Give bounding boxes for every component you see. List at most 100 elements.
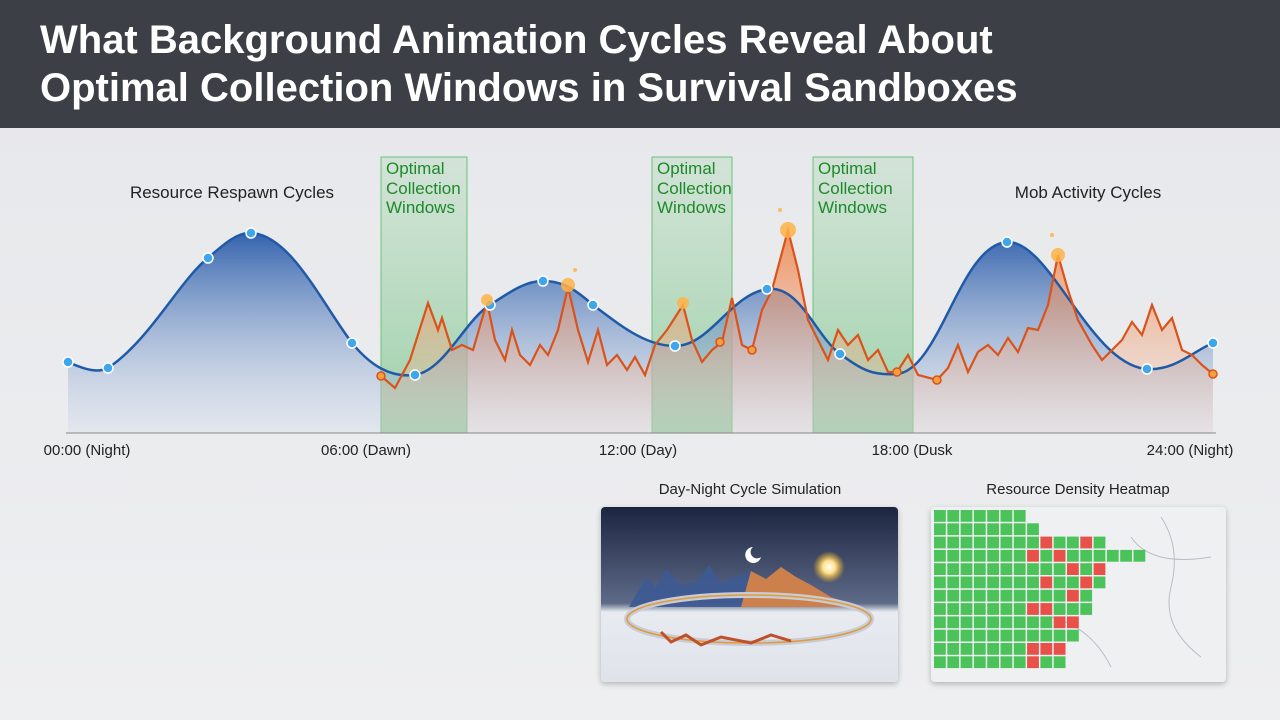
heat-cell	[1000, 563, 1013, 575]
heat-cell	[1013, 576, 1026, 589]
heat-cell	[1053, 656, 1066, 669]
heat-cell	[934, 549, 946, 562]
heat-cell	[1013, 549, 1026, 562]
heat-cell	[1027, 603, 1039, 615]
heat-cell	[947, 589, 960, 602]
time-label: 12:00 (Day)	[598, 442, 678, 459]
heat-cell	[1093, 549, 1106, 562]
heat-cell	[1040, 656, 1053, 669]
heat-cell	[987, 616, 999, 629]
heat-cell	[1053, 589, 1066, 602]
heat-cell	[973, 616, 986, 629]
heat-cell	[960, 589, 973, 602]
heat-cell	[947, 563, 960, 575]
heat-cell	[960, 656, 973, 669]
heat-cell	[1000, 536, 1013, 549]
window-label: Optimal Collection Windows	[657, 159, 732, 217]
heat-cell	[1013, 643, 1026, 655]
heat-cell	[947, 603, 960, 615]
heat-cell	[1040, 589, 1053, 602]
heat-cell	[987, 643, 999, 655]
heat-cell	[934, 603, 946, 615]
heat-cell	[1080, 536, 1093, 549]
heat-cell	[1067, 563, 1079, 575]
heat-cell	[1053, 603, 1066, 615]
heat-cell	[947, 510, 960, 522]
heat-cell	[947, 576, 960, 589]
heat-cell	[1053, 576, 1066, 589]
heat-cell	[934, 589, 946, 602]
heat-cell	[947, 523, 960, 536]
heat-cell	[973, 549, 986, 562]
heat-cell	[934, 629, 946, 642]
heat-cell	[987, 523, 999, 536]
heat-cell	[1040, 536, 1053, 549]
heat-cell	[987, 576, 999, 589]
heat-cell	[1093, 536, 1106, 549]
heat-cell	[1013, 629, 1026, 642]
heat-cell	[934, 643, 946, 655]
heatmap-art	[934, 510, 1212, 669]
heat-cell	[1080, 563, 1093, 575]
heat-cell	[973, 523, 986, 536]
window-label: Optimal Collection Windows	[818, 159, 893, 217]
heat-cell	[1093, 563, 1106, 575]
heat-cell	[1040, 563, 1053, 575]
sparks	[481, 208, 1065, 309]
heat-cell	[1067, 576, 1079, 589]
heat-cell	[1053, 549, 1066, 562]
heat-cell	[1013, 603, 1026, 615]
heat-cell	[1013, 589, 1026, 602]
heat-cell	[987, 589, 999, 602]
heat-cell	[1013, 563, 1026, 575]
heat-cell	[934, 576, 946, 589]
heat-cell	[960, 616, 973, 629]
heat-cell	[987, 629, 999, 642]
heat-cell	[1067, 589, 1079, 602]
heat-cell	[1013, 656, 1026, 669]
day-night-art	[601, 507, 898, 682]
heat-cell	[987, 603, 999, 615]
heat-cell	[1000, 589, 1013, 602]
time-label: 18:00 (Dusk	[871, 442, 953, 459]
heat-cell	[1027, 523, 1039, 536]
heat-cell	[987, 510, 999, 522]
heat-cell	[947, 629, 960, 642]
heat-cell	[934, 536, 946, 549]
heat-cell	[1120, 549, 1132, 562]
day-night-panel	[601, 507, 898, 682]
heat-cell	[1027, 656, 1039, 669]
heat-cell	[1040, 616, 1053, 629]
panel-title: Day-Night Cycle Simulation	[658, 481, 842, 498]
time-label: 00:00 (Night)	[43, 442, 131, 459]
heat-cell	[1013, 616, 1026, 629]
heat-cell	[973, 603, 986, 615]
heat-cell	[987, 563, 999, 575]
heat-cell	[1053, 536, 1066, 549]
heat-cell	[960, 576, 973, 589]
heat-cell	[1000, 549, 1013, 562]
heat-cell	[1027, 549, 1039, 562]
heat-cell	[934, 510, 946, 522]
heat-cell	[1040, 576, 1053, 589]
heat-cell	[1040, 629, 1053, 642]
heat-cell	[973, 576, 986, 589]
heat-cell	[1053, 629, 1066, 642]
heat-cell	[973, 629, 986, 642]
heat-cell	[947, 643, 960, 655]
heat-cell	[1027, 616, 1039, 629]
title-line: Optimal Collection Windows in Survival S…	[40, 66, 1018, 110]
heat-cell	[1027, 643, 1039, 655]
heat-cell	[934, 656, 946, 669]
title-line: What Background Animation Cycles Reveal …	[40, 18, 993, 62]
heat-cell	[1080, 589, 1093, 602]
heat-cell	[1027, 589, 1039, 602]
heatmap-panel	[931, 507, 1226, 682]
heat-cell	[973, 643, 986, 655]
heat-cell	[960, 603, 973, 615]
heat-cell	[934, 563, 946, 575]
heat-cell	[1000, 510, 1013, 522]
heat-cell	[1013, 523, 1026, 536]
time-label: 24:00 (Night)	[1146, 442, 1234, 459]
